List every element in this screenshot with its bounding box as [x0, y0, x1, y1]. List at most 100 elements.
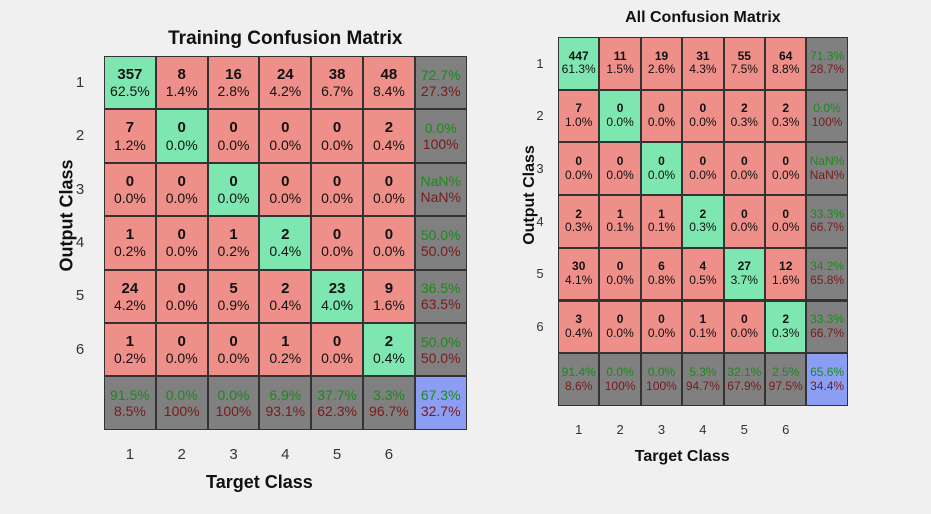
cell-bottom-value: 63.5%	[420, 296, 461, 313]
cell-top-value: 0.0%	[606, 364, 634, 379]
cell-bottom-value: 4.3%	[689, 62, 717, 77]
cell-top-value: 0	[332, 172, 342, 190]
cell-bottom-value: 94.7%	[685, 378, 720, 393]
cell-bottom-value: 97.5%	[768, 378, 803, 393]
cell-bottom-value: 0.0%	[606, 325, 634, 340]
cell-bottom-value: 65.8%	[810, 273, 845, 288]
matrix-cell: 38 6.7%	[311, 56, 363, 110]
cell-bottom-value: 62.3%	[317, 403, 357, 420]
cell-bottom-value: 2.8%	[217, 83, 250, 100]
cell-bottom-value: 0.0%	[730, 167, 758, 182]
column-summary-cell: 0.0% 100%	[599, 353, 641, 406]
cell-top-value: 48	[380, 66, 398, 84]
cell-bottom-value: 0.3%	[772, 115, 800, 130]
column-summary-cell: 32.1% 67.9%	[723, 353, 765, 406]
matrix-cell: 0 0.0%	[155, 323, 208, 377]
cell-top-value: 3	[575, 312, 583, 327]
matrix-cell: 9 1.6%	[363, 269, 415, 323]
cell-top-value: 9	[384, 279, 394, 297]
matrix-cell: 0 0.0%	[104, 162, 156, 217]
cell-bottom-value: 0.0%	[372, 243, 405, 260]
matrix-cell: 0 0.0%	[723, 300, 765, 354]
cell-top-value: 67.3%	[420, 386, 461, 403]
cell-bottom-value: 4.2%	[113, 296, 146, 313]
cell-top-value: 32.1%	[727, 364, 762, 379]
cell-top-value: 50.0%	[420, 333, 461, 350]
cell-top-value: 4	[699, 259, 707, 274]
column-summary-cell: 2.5% 97.5%	[765, 353, 807, 406]
matrix-cell: 0 0.0%	[723, 195, 765, 248]
matrix-cell: 2 0.4%	[259, 269, 312, 323]
matrix-cell: 0 0.0%	[259, 162, 312, 217]
cell-top-value: 2	[384, 119, 394, 137]
column-summary-cell: 91.4% 8.6%	[558, 353, 600, 406]
cell-top-value: 1	[658, 206, 665, 221]
cell-top-value: 31	[696, 48, 710, 63]
y-tick-label: 1	[75, 73, 85, 91]
cell-bottom-value: 0.1%	[647, 220, 676, 235]
cell-top-value: 0.0%	[813, 101, 841, 116]
x-tick-label: 2	[177, 446, 186, 463]
x-axis-label: Target Class	[206, 472, 313, 492]
cell-top-value: 2	[782, 312, 790, 327]
matrix-cell: 447 61.3%	[558, 37, 600, 90]
cell-bottom-value: 1.6%	[372, 296, 405, 313]
matrix-cell: 1 0.2%	[259, 323, 312, 377]
cell-bottom-value: 0.0%	[165, 190, 198, 207]
cell-bottom-value: 0.0%	[372, 190, 405, 207]
column-summary-cell: 0.0% 100%	[640, 353, 683, 406]
y-tick-label: 2	[75, 127, 85, 145]
cell-top-value: 0	[658, 153, 665, 168]
matrix-cell: 357 62.5%	[104, 56, 156, 110]
cell-top-value: 16	[225, 66, 242, 84]
overall-accuracy-cell: 67.3% 32.7%	[414, 376, 467, 430]
cell-bottom-value: 0.0%	[647, 115, 676, 130]
matrix-cell: 19 2.6%	[640, 37, 683, 90]
cell-bottom-value: 0.0%	[772, 167, 800, 182]
cell-bottom-value: 3.7%	[730, 273, 758, 288]
cell-bottom-value: 0.0%	[321, 136, 354, 153]
chart-title: All Confusion Matrix	[625, 9, 781, 26]
matrix-cell: 7 1.0%	[558, 89, 600, 143]
cell-top-value: 0	[332, 333, 342, 351]
matrix-cell: 0 0.0%	[599, 89, 641, 143]
cell-top-value: 447	[568, 48, 589, 63]
matrix-cell: 5 0.9%	[207, 269, 260, 323]
matrix-cell: 2 0.4%	[259, 216, 312, 270]
cell-bottom-value: 0.0%	[217, 190, 250, 207]
cell-bottom-value: 62.5%	[110, 83, 150, 100]
cell-bottom-value: 8.6%	[565, 378, 593, 393]
cell-top-value: 71.3%	[810, 48, 845, 63]
cell-top-value: 0	[616, 259, 624, 274]
cell-top-value: 2	[699, 206, 707, 221]
matrix-cell: 23 4.0%	[311, 269, 363, 323]
cell-top-value: 0	[782, 153, 790, 168]
matrix-cell: 0 0.0%	[640, 142, 683, 196]
cell-bottom-value: 67.9%	[727, 378, 762, 393]
cell-top-value: 7	[575, 101, 583, 116]
y-tick-label: 2	[536, 108, 544, 124]
cell-top-value: 24	[121, 279, 139, 297]
row-summary-cell: 50.0% 50.0%	[414, 216, 467, 270]
cell-bottom-value: 61.3%	[561, 62, 596, 77]
cell-bottom-value: 100%	[811, 115, 843, 130]
x-tick-label: 6	[384, 446, 394, 463]
cell-bottom-value: 93.1%	[265, 403, 306, 420]
cell-bottom-value: 1.4%	[165, 83, 198, 100]
cell-top-value: 0	[332, 226, 342, 244]
row-summary-cell: NaN% NaN%	[806, 142, 848, 196]
cell-top-value: 33.3%	[810, 206, 845, 221]
matrix-cell: 1 0.1%	[682, 300, 724, 354]
cell-top-value: 0	[740, 153, 748, 168]
matrix-cell: 0 0.0%	[640, 300, 683, 354]
cell-bottom-value: 8.8%	[772, 62, 800, 77]
cell-top-value: 1	[616, 206, 624, 221]
matrix-cell: 0 0.0%	[311, 216, 363, 270]
row-summary-cell: 72.7% 27.3%	[414, 56, 467, 110]
cell-top-value: 6	[658, 259, 665, 274]
row-summary-cell: 36.5% 63.5%	[414, 269, 467, 323]
matrix-cell: 0 0.0%	[682, 89, 724, 143]
cell-top-value: 0	[229, 172, 238, 190]
cell-top-value: 6.9%	[269, 386, 302, 403]
matrix-cell: 0 0.0%	[155, 109, 208, 163]
